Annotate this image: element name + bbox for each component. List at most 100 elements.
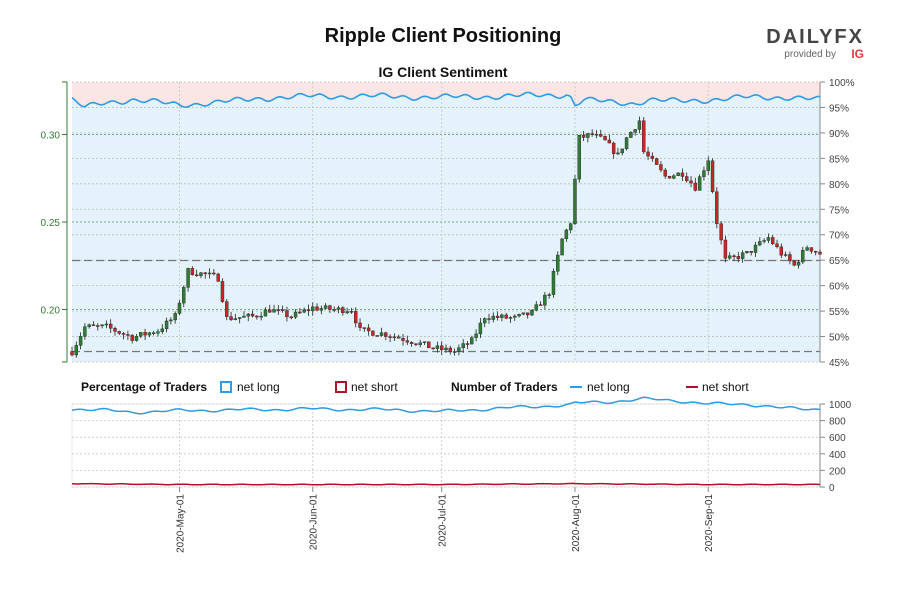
candle-body: [513, 315, 517, 318]
candle-body: [564, 229, 569, 240]
logo-brand: IG: [851, 47, 864, 61]
candle-body: [706, 160, 710, 171]
candle-body: [422, 341, 427, 343]
candle-body: [534, 304, 538, 311]
right-tick-label: 75%: [829, 205, 849, 216]
candle-body: [255, 315, 259, 318]
candle-body: [719, 223, 723, 241]
page-title: Ripple Client Positioning: [325, 25, 562, 47]
candle-body: [220, 281, 225, 302]
candle-body: [611, 142, 616, 154]
candle-body: [435, 345, 440, 349]
candle-body: [237, 317, 242, 319]
candle-body: [354, 311, 358, 324]
right-tick-label: 50%: [829, 333, 849, 344]
candle-body: [306, 309, 311, 312]
candle-body: [311, 306, 315, 312]
candle-body: [108, 323, 113, 329]
candle-body: [728, 255, 732, 259]
candle-body: [715, 191, 719, 224]
candle-body: [491, 315, 495, 320]
candle-body: [384, 332, 388, 337]
candle-body: [685, 176, 689, 182]
candle-body: [409, 342, 414, 344]
legend-pct-long-swatch: [220, 381, 232, 393]
candle-body: [762, 240, 766, 242]
candle-body: [259, 315, 263, 318]
candle-body: [504, 314, 508, 319]
candle-body: [732, 255, 736, 258]
candle-body: [723, 239, 728, 259]
candle-body: [740, 252, 745, 259]
candle-body: [113, 328, 117, 332]
candle-body: [349, 311, 354, 313]
candle-body: [452, 351, 457, 353]
candle-body: [439, 345, 444, 351]
candle-body: [418, 342, 422, 345]
candle-body: [594, 134, 599, 136]
candle-body: [581, 134, 586, 138]
candle-body: [736, 256, 741, 259]
count-tick-label: 0: [829, 483, 835, 494]
candle-body: [560, 238, 564, 256]
candle-body: [801, 250, 805, 263]
count-tick-label: 600: [829, 433, 846, 444]
right-tick-label: 45%: [829, 358, 849, 369]
legend-pct-short-swatch: [335, 381, 347, 393]
candle-body: [771, 237, 775, 245]
count-net-short-line: [71, 482, 821, 486]
candle-body: [164, 320, 169, 330]
candle-body: [680, 172, 685, 177]
candle-body: [70, 351, 74, 356]
candle-body: [96, 325, 100, 327]
candle-body: [328, 305, 332, 310]
candle-body: [427, 341, 431, 349]
x-tick-label: 2020-Aug-01: [571, 494, 582, 552]
legend: Percentage of Traders net long net short…: [81, 380, 749, 394]
candle-body: [693, 182, 698, 191]
candle-body: [302, 309, 306, 313]
candle-body: [345, 311, 349, 314]
candle-body: [461, 343, 465, 348]
legend-num-short-label: net short: [702, 380, 749, 394]
x-tick-label: 2020-May-01: [175, 494, 186, 553]
candle-body: [285, 310, 289, 318]
candle-body: [207, 272, 212, 275]
candle-body: [637, 120, 642, 130]
candle-body: [117, 331, 121, 334]
candle-body: [633, 129, 637, 133]
candle-body: [775, 243, 779, 248]
legend-num-long-label: net long: [587, 380, 630, 394]
candle-body: [616, 152, 620, 155]
candle-body: [366, 327, 371, 332]
candle-body: [332, 309, 336, 311]
candle-body: [392, 336, 397, 339]
candle-body: [379, 332, 384, 336]
candle-body: [203, 272, 207, 275]
candle-body: [83, 326, 87, 337]
net-short-shade: [72, 82, 820, 108]
candle-body: [358, 322, 362, 328]
candle-body: [233, 318, 238, 320]
candle-body: [190, 268, 195, 276]
candle-body: [169, 319, 173, 322]
net-long-shade: [72, 92, 820, 363]
left-tick-label: 0.30: [41, 131, 61, 142]
candle-body: [121, 333, 126, 335]
candle-body: [689, 180, 693, 184]
candle-body: [482, 318, 487, 324]
candle-body: [134, 336, 139, 341]
candle-body: [508, 317, 513, 319]
candle-body: [182, 287, 186, 304]
candle-body: [246, 313, 250, 317]
left-tick-label: 0.25: [41, 218, 61, 229]
candle-body: [401, 338, 405, 341]
candle-body: [242, 315, 246, 318]
candle-body: [225, 301, 229, 317]
candle-body: [293, 311, 298, 318]
candle-body: [151, 332, 156, 334]
left-tick-label: 0.20: [41, 306, 61, 317]
candle-body: [104, 323, 109, 326]
candle-body: [543, 294, 547, 306]
legend-num-title: Number of Traders: [451, 380, 558, 394]
